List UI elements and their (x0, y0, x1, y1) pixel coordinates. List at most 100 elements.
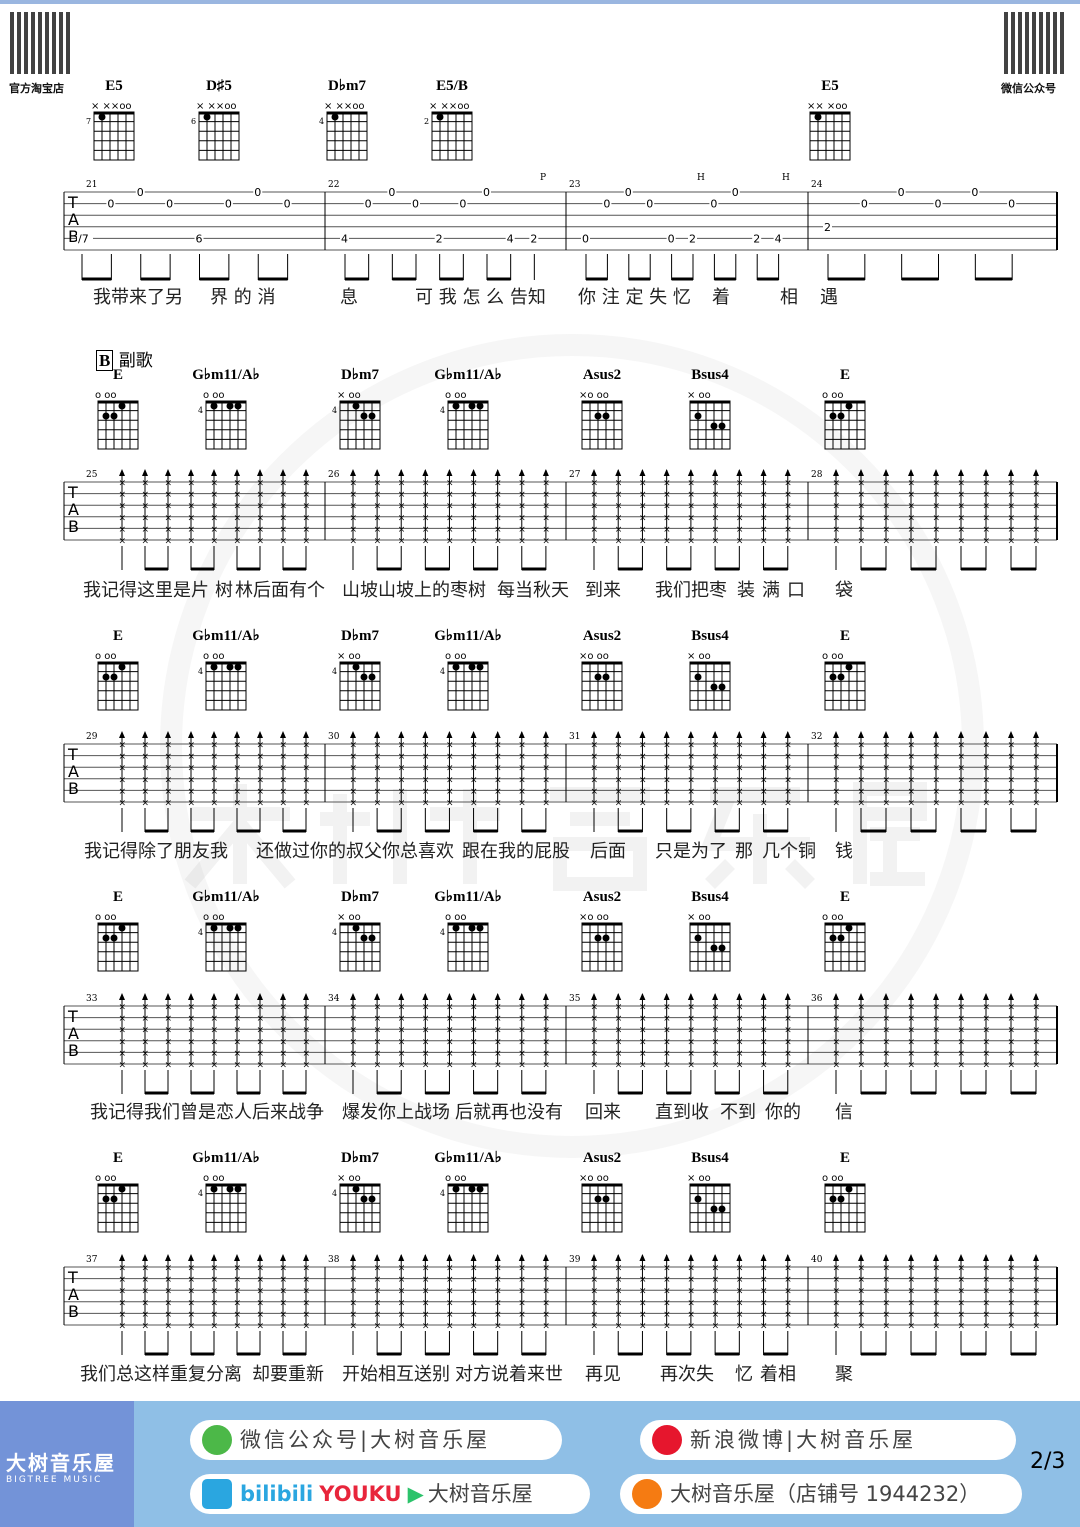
muted-x: × (142, 1026, 150, 1036)
strum-arrow (712, 469, 719, 476)
muted-x: × (1033, 1026, 1041, 1036)
muted-x: × (542, 525, 550, 535)
muted-x: × (983, 1298, 991, 1308)
muted-x: × (883, 479, 891, 489)
note-bg (340, 232, 349, 245)
tab-clef: T (67, 745, 78, 764)
muted-x: × (119, 1026, 127, 1036)
muted-x: × (188, 1287, 196, 1297)
string-markers: o oo (445, 912, 467, 923)
muted-x: × (398, 1275, 406, 1285)
muted-x: × (712, 752, 720, 762)
strum-arrow (663, 469, 670, 476)
finger-dot (602, 412, 610, 420)
muted-x: × (422, 1037, 430, 1047)
lyric-segment: 可 我 怎 么 告知 (415, 287, 546, 308)
strum-arrow (422, 731, 429, 738)
tab-note: 0 (668, 232, 675, 245)
muted-x: × (257, 1298, 265, 1308)
muted-x: × (615, 490, 623, 500)
muted-x: × (257, 1014, 265, 1024)
muted-x: × (1008, 775, 1016, 785)
muted-x: × (784, 787, 792, 797)
muted-x: × (1008, 502, 1016, 512)
fret-number: 4 (198, 1189, 203, 1198)
tab-clef: A (68, 1024, 79, 1043)
muted-x: × (784, 479, 792, 489)
muted-x: × (591, 775, 599, 785)
muted-x: × (933, 764, 941, 774)
tab-note: 0 (898, 186, 905, 199)
muted-x: × (736, 502, 744, 512)
chord-name: E (839, 367, 851, 383)
muted-x: × (542, 1275, 550, 1285)
finger-dot (468, 402, 476, 410)
strum-arrow (350, 731, 356, 738)
wechat-qr-code[interactable] (1004, 12, 1066, 74)
muted-x: × (542, 537, 550, 547)
muted-x: × (736, 1049, 744, 1059)
muted-x: × (350, 1061, 358, 1071)
muted-x: × (833, 1014, 841, 1024)
taobao-label: 大树音乐屋（店铺号 1944232） (670, 1482, 981, 1506)
muted-x: × (639, 1264, 647, 1274)
muted-x: × (234, 525, 242, 535)
strum-arrow (374, 731, 381, 738)
strum-arrow (908, 993, 914, 1000)
strum-arrow (760, 469, 767, 476)
chord-grid (824, 661, 866, 711)
muted-x: × (470, 1003, 478, 1013)
lyric-segment: 爆发你上战场 (342, 1102, 450, 1123)
strum-arrow (470, 1254, 477, 1261)
muted-x: × (470, 1298, 478, 1308)
wechat-link[interactable]: 微信公众号|大树音乐屋 (190, 1420, 562, 1460)
finger-dot (352, 663, 360, 671)
strum-arrow (1008, 993, 1014, 1000)
tab-note: 0 (254, 186, 261, 199)
muted-x: × (518, 513, 526, 523)
muted-x: × (983, 1287, 991, 1297)
muted-x: × (494, 764, 502, 774)
section-name: 副歌 (118, 351, 153, 371)
brand-name-en: BIGTREE MUSIC (6, 1475, 103, 1485)
muted-x: × (211, 764, 219, 774)
muted-x: × (833, 525, 841, 535)
muted-x: × (1033, 1049, 1041, 1059)
strum-arrow (983, 469, 989, 476)
muted-x: × (833, 1275, 841, 1285)
finger-dot (210, 924, 218, 932)
lyric-segment: 跟在我的屁股 (462, 841, 570, 862)
muted-x: × (257, 490, 265, 500)
muted-x: × (958, 525, 966, 535)
strum-arrow (615, 993, 622, 1000)
muted-x: × (494, 1049, 502, 1059)
strum-arrow (736, 469, 743, 476)
strum-arrow (165, 1254, 171, 1261)
video-link[interactable]: bilibili YOUKU ▶ 大树音乐屋 (190, 1474, 590, 1514)
strum-arrow (687, 993, 694, 1000)
muted-x: × (983, 490, 991, 500)
muted-x: × (858, 1298, 866, 1308)
taobao-qr-code[interactable] (10, 12, 72, 74)
finger-dot (594, 412, 602, 420)
muted-x: × (883, 787, 891, 797)
weibo-link[interactable]: 新浪微博|大树音乐屋 (640, 1420, 1016, 1460)
muted-x: × (760, 1037, 768, 1047)
muted-x: × (858, 502, 866, 512)
muted-x: × (687, 513, 695, 523)
page-number: 2/3 (1030, 1449, 1066, 1474)
muted-x: × (615, 513, 623, 523)
muted-x: × (591, 479, 599, 489)
muted-x: × (883, 1049, 891, 1059)
muted-x: × (494, 1014, 502, 1024)
taobao-link[interactable]: 大树音乐屋（店铺号 1944232） (620, 1474, 1022, 1514)
muted-x: × (494, 525, 502, 535)
muted-x: × (142, 479, 150, 489)
tab-clef: B (68, 227, 79, 246)
finger-dot (845, 924, 853, 932)
muted-x: × (858, 799, 866, 809)
fret-number: 4 (198, 406, 203, 415)
muted-x: × (350, 775, 358, 785)
strum-arrow (858, 1254, 864, 1261)
finger-dot (452, 663, 460, 671)
